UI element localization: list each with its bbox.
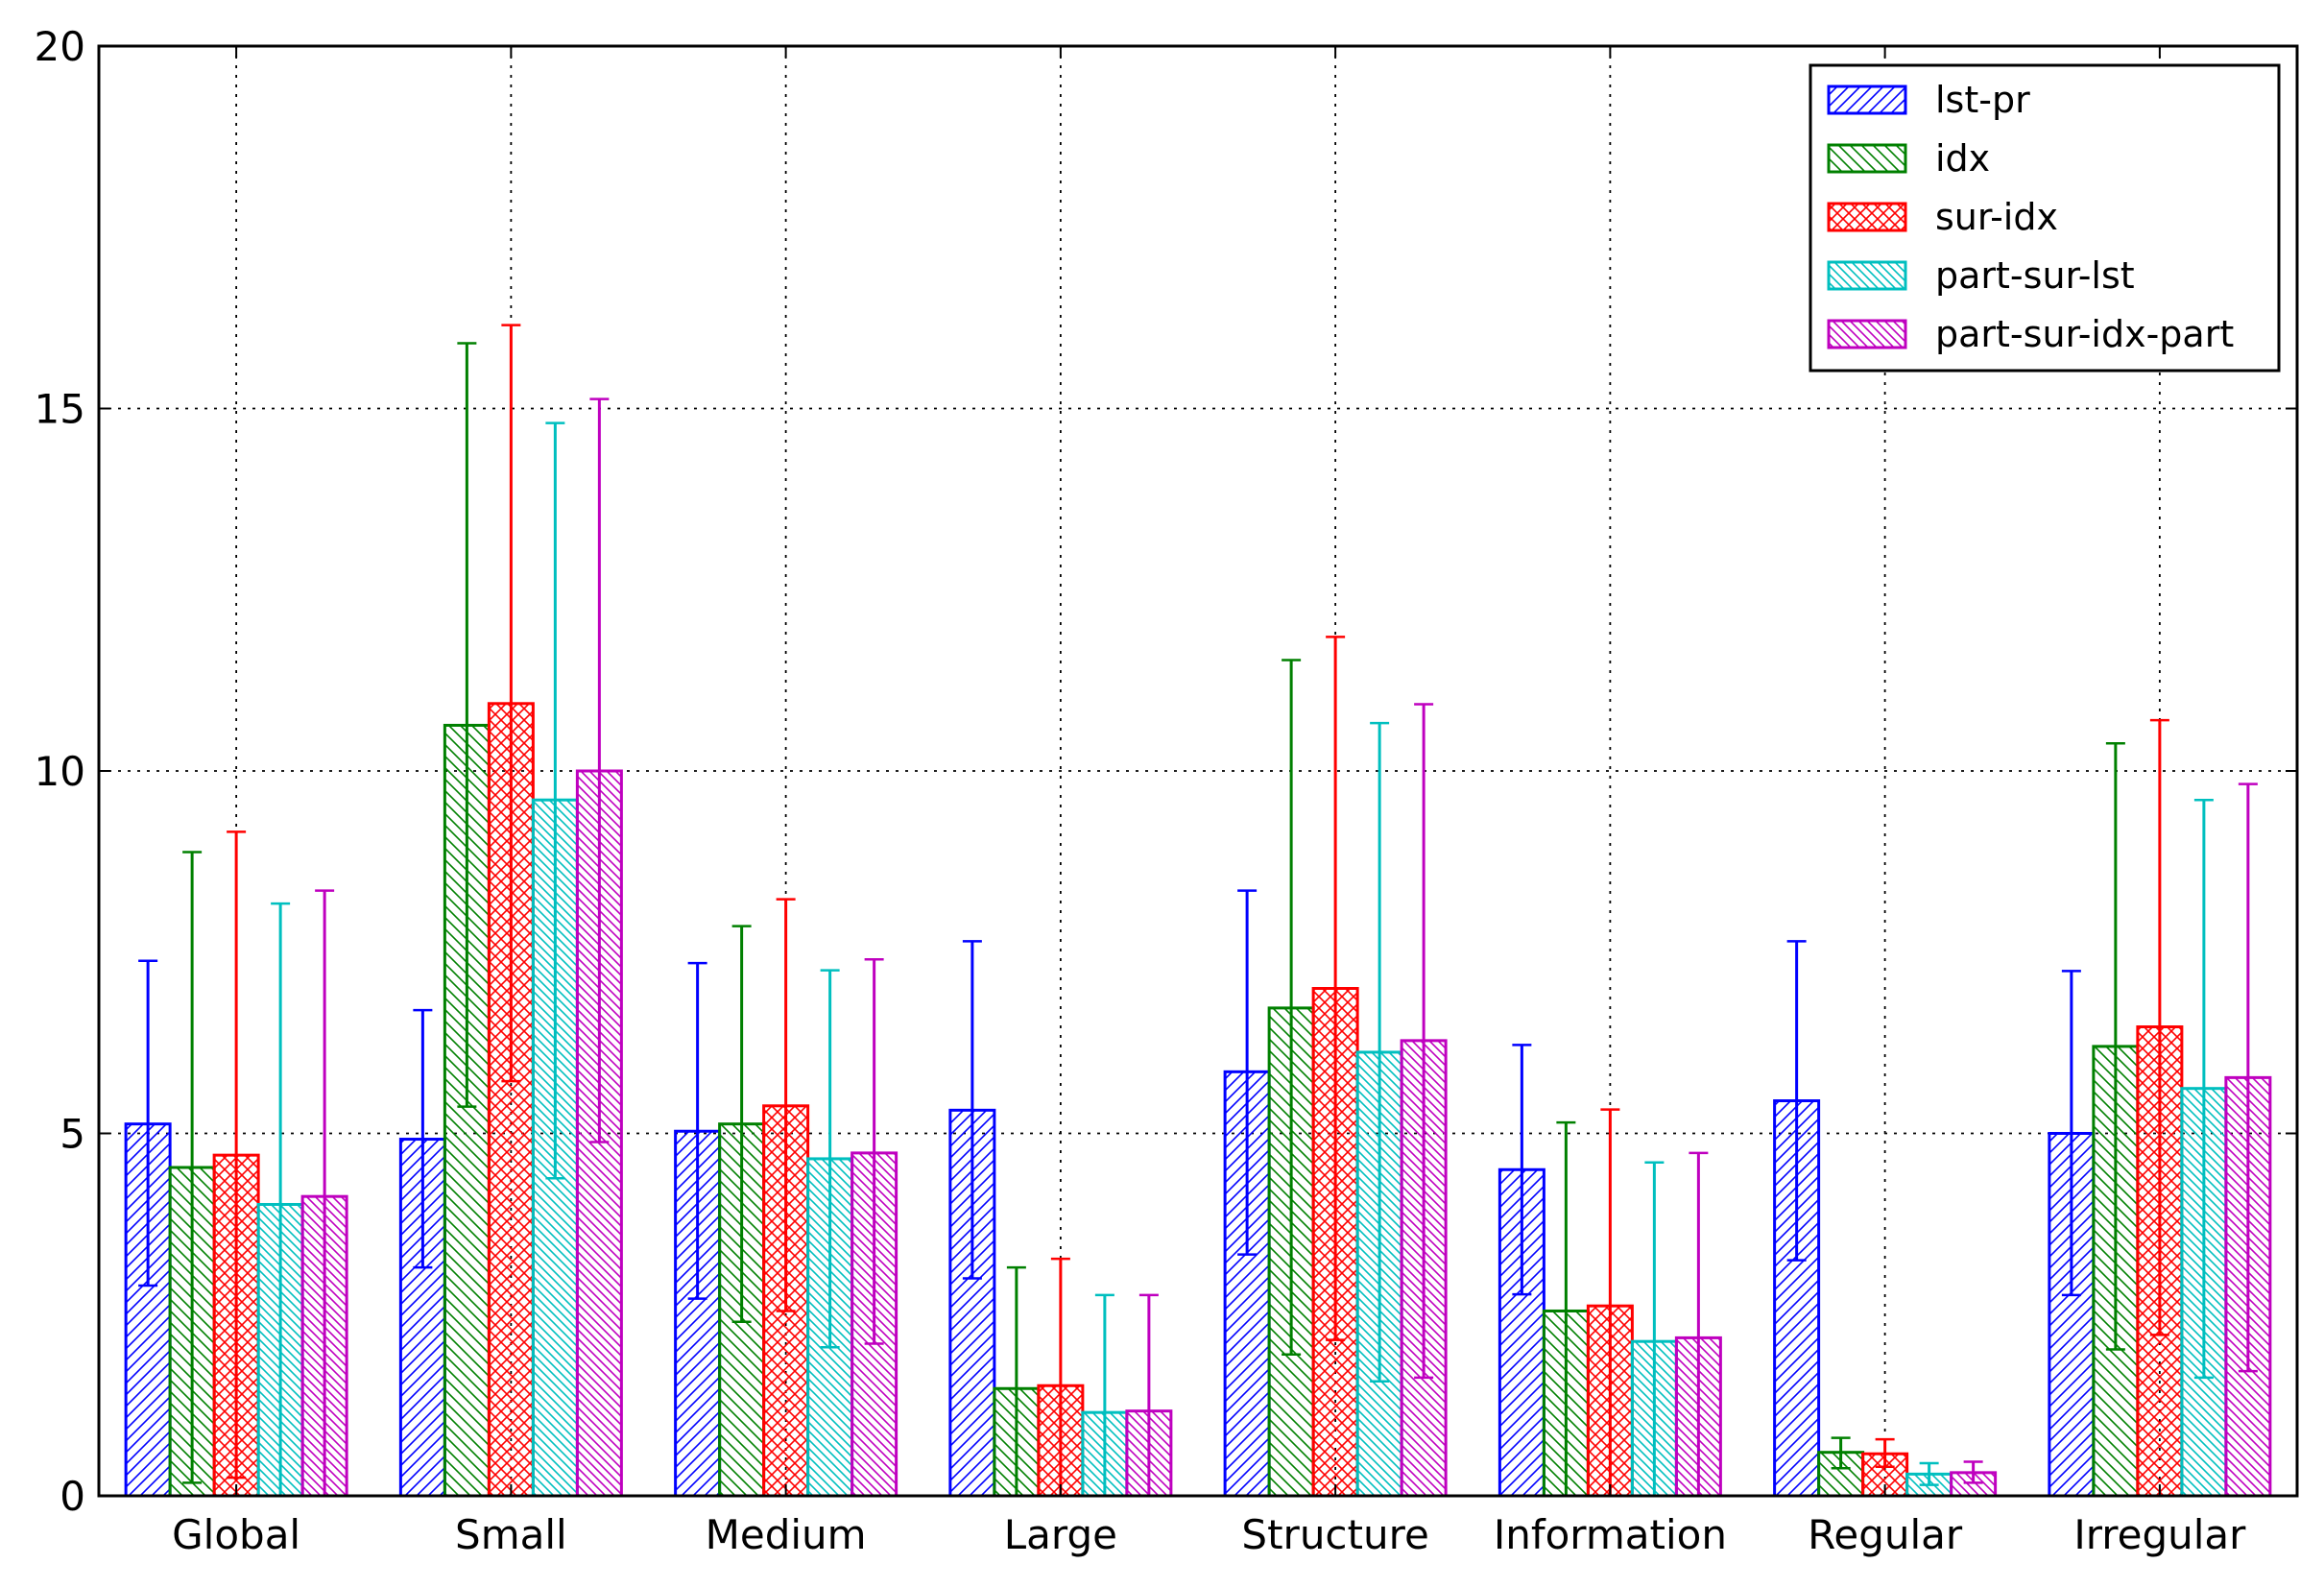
error-bars: [138, 324, 2258, 1496]
x-tick-label: Structure: [1241, 1511, 1428, 1558]
legend-swatch: [1827, 319, 1907, 349]
legend-label: part-sur-idx-part: [1935, 313, 2234, 355]
x-tick-label: Irregular: [2073, 1511, 2246, 1558]
x-tick-label: Large: [1004, 1511, 1117, 1558]
legend-label: idx: [1935, 137, 1990, 180]
legend-swatch: [1827, 143, 1907, 174]
axis-ticks: 0 5 10 15 20 Global Small Medium Large Structure I…: [35, 23, 2297, 1558]
y-tick-label: 15: [35, 386, 85, 433]
x-tick-label: Information: [1494, 1511, 1727, 1558]
x-tick-label: Global: [172, 1511, 300, 1558]
y-tick-label: 10: [35, 748, 85, 795]
y-tick-label: 0: [60, 1473, 85, 1520]
y-tick-label: 20: [35, 23, 85, 70]
legend-swatch: [1827, 84, 1907, 115]
legend-label: sur-idx: [1935, 196, 2058, 238]
x-tick-label: Medium: [706, 1511, 867, 1558]
legend-swatch: [1827, 260, 1907, 291]
legend-swatch: [1827, 202, 1907, 232]
y-tick-label: 5: [60, 1111, 85, 1158]
legend-label: lst-pr: [1935, 79, 2030, 121]
legend-label: part-sur-lst: [1935, 254, 2135, 297]
legend: lst-pr idx sur-idx part-sur-lst part-sur-idx…: [1809, 63, 2281, 373]
x-tick-label: Small: [455, 1511, 567, 1558]
x-tick-label: Regular: [1808, 1511, 1963, 1558]
